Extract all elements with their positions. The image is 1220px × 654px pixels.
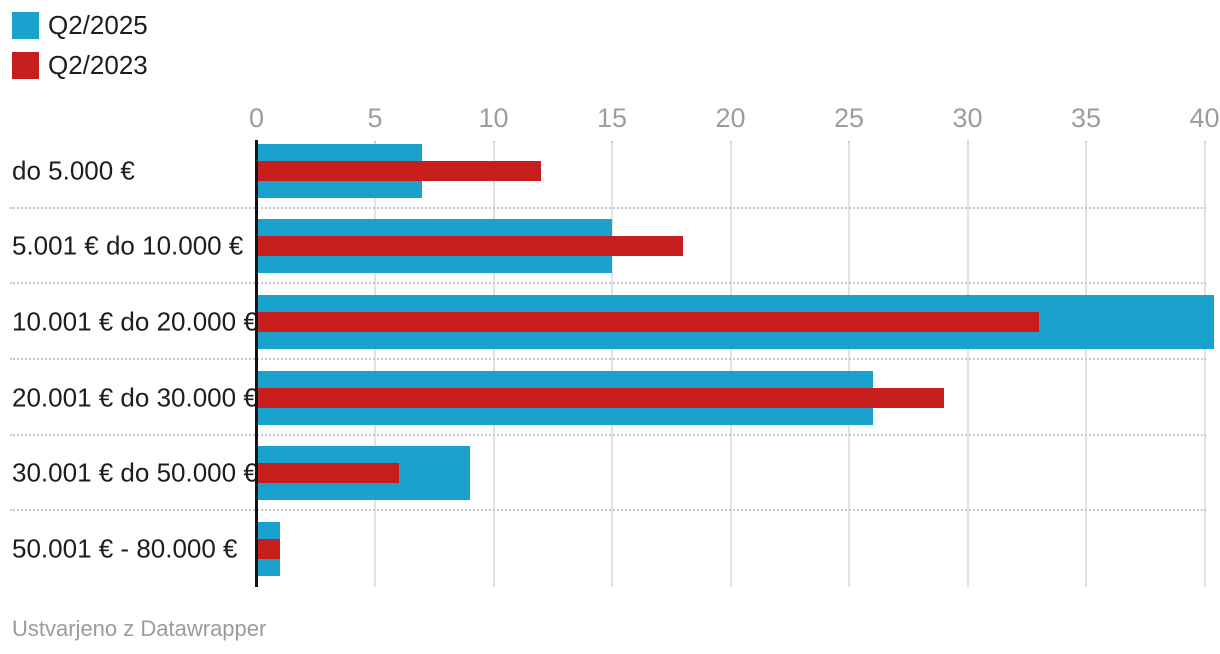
gridline xyxy=(1085,143,1087,587)
bar-q2-2023 xyxy=(258,236,684,257)
gridline xyxy=(966,143,969,587)
gridline xyxy=(374,143,376,587)
category-label: do 5.000 € xyxy=(12,155,135,186)
row-separator xyxy=(10,282,1206,285)
category-row: do 5.000 € xyxy=(0,133,1220,209)
category-row: 50.001 € - 80.000 € xyxy=(0,511,1220,587)
x-axis-tick-label: 35 xyxy=(1070,103,1102,133)
category-label: 30.001 € do 50.000 € xyxy=(12,457,258,488)
x-axis-tick-label: 0 xyxy=(248,103,265,133)
category-row: 30.001 € do 50.000 € xyxy=(0,436,1220,512)
gridline xyxy=(729,143,732,587)
plot-area: do 5.000 € 5.001 € do 10.000 € 10.001 € do… xyxy=(0,133,1220,587)
x-axis-tick-label: 5 xyxy=(367,103,383,133)
legend-label: Q2/2023 xyxy=(48,50,148,80)
zero-baseline xyxy=(255,140,258,587)
x-axis-tick-label: 40 xyxy=(1189,103,1220,133)
legend: Q2/2025 Q2/2023 xyxy=(12,12,148,92)
datawrapper-attribution: Ustvarjeno z Datawrapper xyxy=(12,616,267,641)
row-separator xyxy=(10,433,1206,436)
bar-q2-2023 xyxy=(258,312,1039,333)
legend-item: Q2/2023 xyxy=(12,52,148,79)
gridline xyxy=(492,143,495,587)
bar-q2-2023 xyxy=(258,387,944,408)
x-axis-tick-label: 10 xyxy=(478,103,509,133)
x-axis-tick-label: 25 xyxy=(833,103,865,133)
category-label: 20.001 € do 30.000 € xyxy=(12,382,258,413)
legend-swatch-icon xyxy=(12,52,39,79)
legend-swatch-icon xyxy=(12,12,39,39)
x-axis-tick-label: 15 xyxy=(596,103,628,133)
x-axis-tick-label: 30 xyxy=(952,103,983,133)
category-label: 10.001 € do 20.000 € xyxy=(12,306,258,337)
gridline xyxy=(611,143,613,587)
legend-item: Q2/2025 xyxy=(12,12,148,39)
legend-label: Q2/2025 xyxy=(48,10,148,40)
bar-q2-2023 xyxy=(258,160,541,181)
bar-q2-2023 xyxy=(258,539,281,560)
category-row: 20.001 € do 30.000 € xyxy=(0,360,1220,436)
row-separator xyxy=(10,206,1206,209)
x-axis-tick-label: 20 xyxy=(715,103,746,133)
row-separator xyxy=(10,357,1206,360)
gridline xyxy=(1203,143,1206,587)
bar-q2-2023 xyxy=(258,463,399,484)
row-separator xyxy=(10,509,1206,512)
gridline xyxy=(848,143,850,587)
category-row: 10.001 € do 20.000 € xyxy=(0,284,1220,360)
category-label: 50.001 € - 80.000 € xyxy=(12,533,238,564)
category-row: 5.001 € do 10.000 € xyxy=(0,209,1220,285)
category-label: 5.001 € do 10.000 € xyxy=(12,230,244,261)
